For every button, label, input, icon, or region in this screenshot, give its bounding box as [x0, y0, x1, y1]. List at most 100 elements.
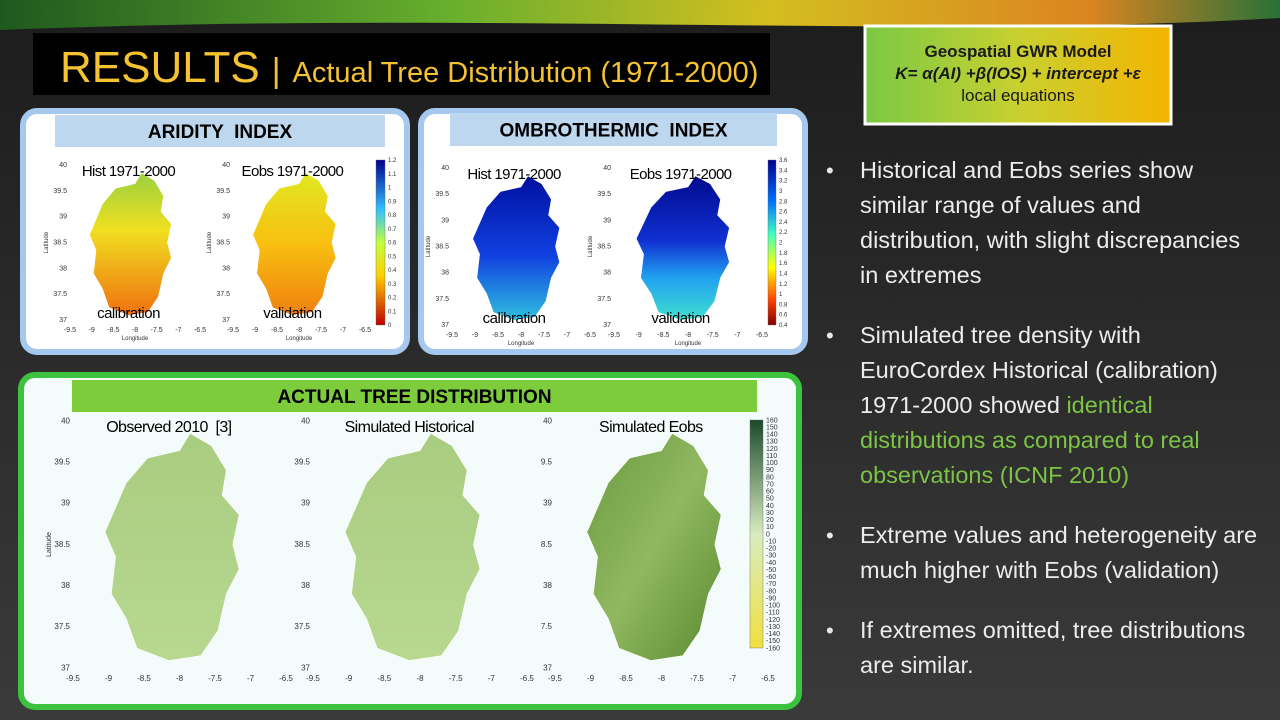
x-tick-label: -8: [685, 332, 691, 339]
x-tick-label: -9.5: [608, 332, 620, 339]
x-tick-label: -7.5: [208, 674, 222, 683]
map-region: [586, 432, 722, 661]
colorbar-label: -60: [766, 574, 776, 581]
colorbar-label: -110: [766, 610, 780, 617]
x-tick-label: -7.5: [690, 674, 704, 683]
y-tick-label: 39: [222, 214, 230, 221]
model-box: [863, 24, 1173, 126]
map-label: Hist 1971-2000: [82, 163, 176, 180]
map-label: Simulated Historical: [345, 419, 474, 436]
bullet-text: Extreme values and heterogeneity are: [860, 522, 1257, 548]
colorbar-label: 10: [766, 524, 774, 531]
y-tick-label: 38: [61, 581, 70, 590]
y-tick-label: 38.5: [53, 240, 67, 247]
bullet-line: much higher with Eobs (validation): [860, 557, 1219, 583]
x-tick-label: -7.5: [315, 327, 327, 334]
colorbar-label: 1.4: [779, 271, 788, 277]
y-tick-label: 38: [543, 581, 552, 590]
colorbar-label: 0.5: [388, 254, 397, 260]
y-tick-label: 37: [61, 663, 70, 672]
colorbar-label: 150: [766, 424, 778, 431]
bullet-line: in extremes: [860, 262, 981, 288]
y-tick-label: 39: [61, 499, 70, 508]
y-tick-label: 37.5: [54, 622, 70, 631]
bullet-text: are similar.: [860, 652, 974, 678]
x-tick-label: -9: [636, 332, 642, 339]
colorbar: [767, 159, 777, 326]
bullet-dot: •: [826, 523, 834, 548]
map-note: calibration: [97, 305, 160, 322]
colorbar-label: 90: [766, 467, 774, 474]
colorbar-label: -20: [766, 546, 776, 553]
model-line: local equations: [961, 86, 1074, 105]
y-tick-label: 37: [59, 317, 67, 324]
x-tick-label: -7: [175, 327, 181, 334]
x-tick-label: -8: [296, 327, 302, 334]
colorbar-label: 0.2: [388, 296, 397, 302]
y-tick-label: 38.5: [435, 244, 449, 251]
colorbar-label: 0.4: [779, 323, 788, 329]
y-tick-label: 7.5: [541, 622, 553, 631]
colorbar-label: 0.3: [388, 282, 397, 288]
x-tick-label: -6.5: [359, 327, 371, 334]
colorbar-label: -160: [766, 645, 780, 652]
panel-title-bar: [72, 380, 757, 412]
colorbar-label: 20: [766, 517, 774, 524]
map-note: validation: [651, 310, 710, 327]
colorbar-label: 0.6: [388, 241, 397, 247]
bullet-text: in extremes: [860, 262, 981, 288]
bullet-text: distribution, with slight discrepancies: [860, 227, 1240, 253]
y-tick-label: 37.5: [435, 296, 449, 303]
x-tick-label: -8.5: [377, 674, 391, 683]
colorbar-label: 1.2: [388, 158, 397, 164]
y-tick-label: 39: [543, 499, 552, 508]
y-axis-label: Latitude: [207, 231, 213, 253]
colorbar-label: -40: [766, 560, 776, 567]
colorbar-label: 0: [766, 531, 770, 538]
colorbar-label: 3.4: [779, 168, 788, 174]
bullet-text: If extremes omitted, tree distributions: [860, 617, 1245, 643]
bullet-dot: •: [826, 158, 834, 183]
colorbar-label: 120: [766, 446, 778, 453]
y-tick-label: 37.5: [216, 291, 230, 298]
y-axis-label: Latitude: [588, 235, 594, 257]
x-tick-label: -7: [340, 327, 346, 334]
map-label: Observed 2010 [3]: [106, 419, 231, 436]
bullet-text: distributions as compared to real: [860, 427, 1200, 453]
map-region: [89, 172, 172, 316]
y-tick-label: 38: [301, 581, 310, 590]
colorbar-label: 60: [766, 489, 774, 496]
colorbar-label: 1.6: [779, 261, 788, 267]
map-region: [472, 175, 560, 321]
bullet-text: Simulated tree density with: [860, 322, 1141, 348]
x-tick-label: -9: [587, 674, 595, 683]
x-axis-label: Longitude: [122, 336, 149, 342]
colorbar-label: 0.9: [388, 199, 397, 205]
title-bar: [33, 33, 770, 95]
colorbar-label: -120: [766, 617, 780, 624]
map-label: Eobs 1971-2000: [630, 166, 732, 183]
y-tick-label: 37: [603, 322, 611, 329]
colorbar-label: 2.6: [779, 210, 788, 216]
y-tick-label: 39.5: [53, 188, 67, 195]
bullet-text: similar range of values and: [860, 192, 1141, 218]
y-tick-label: 40: [61, 416, 70, 425]
panel-title: ARIDITY INDEX: [148, 122, 293, 143]
x-tick-label: -8: [416, 674, 424, 683]
bullet-text: EuroCordex Historical (calibration): [860, 357, 1218, 383]
bullet-dot: •: [826, 618, 834, 643]
y-tick-label: 40: [543, 416, 552, 425]
colorbar-label: 70: [766, 481, 774, 488]
map-note: validation: [263, 305, 322, 322]
panel-title-bar: [55, 115, 385, 147]
bullet-text: much higher with Eobs (validation): [860, 557, 1219, 583]
y-tick-label: 39.5: [216, 188, 230, 195]
y-tick-label: 38.5: [54, 540, 70, 549]
y-tick-label: 37: [543, 663, 552, 672]
colorbar-label: 30: [766, 510, 774, 517]
x-tick-label: -8: [658, 674, 666, 683]
x-tick-label: -9.5: [306, 674, 320, 683]
colorbar-label: 140: [766, 432, 778, 439]
colorbar-label: 1.8: [779, 251, 788, 257]
